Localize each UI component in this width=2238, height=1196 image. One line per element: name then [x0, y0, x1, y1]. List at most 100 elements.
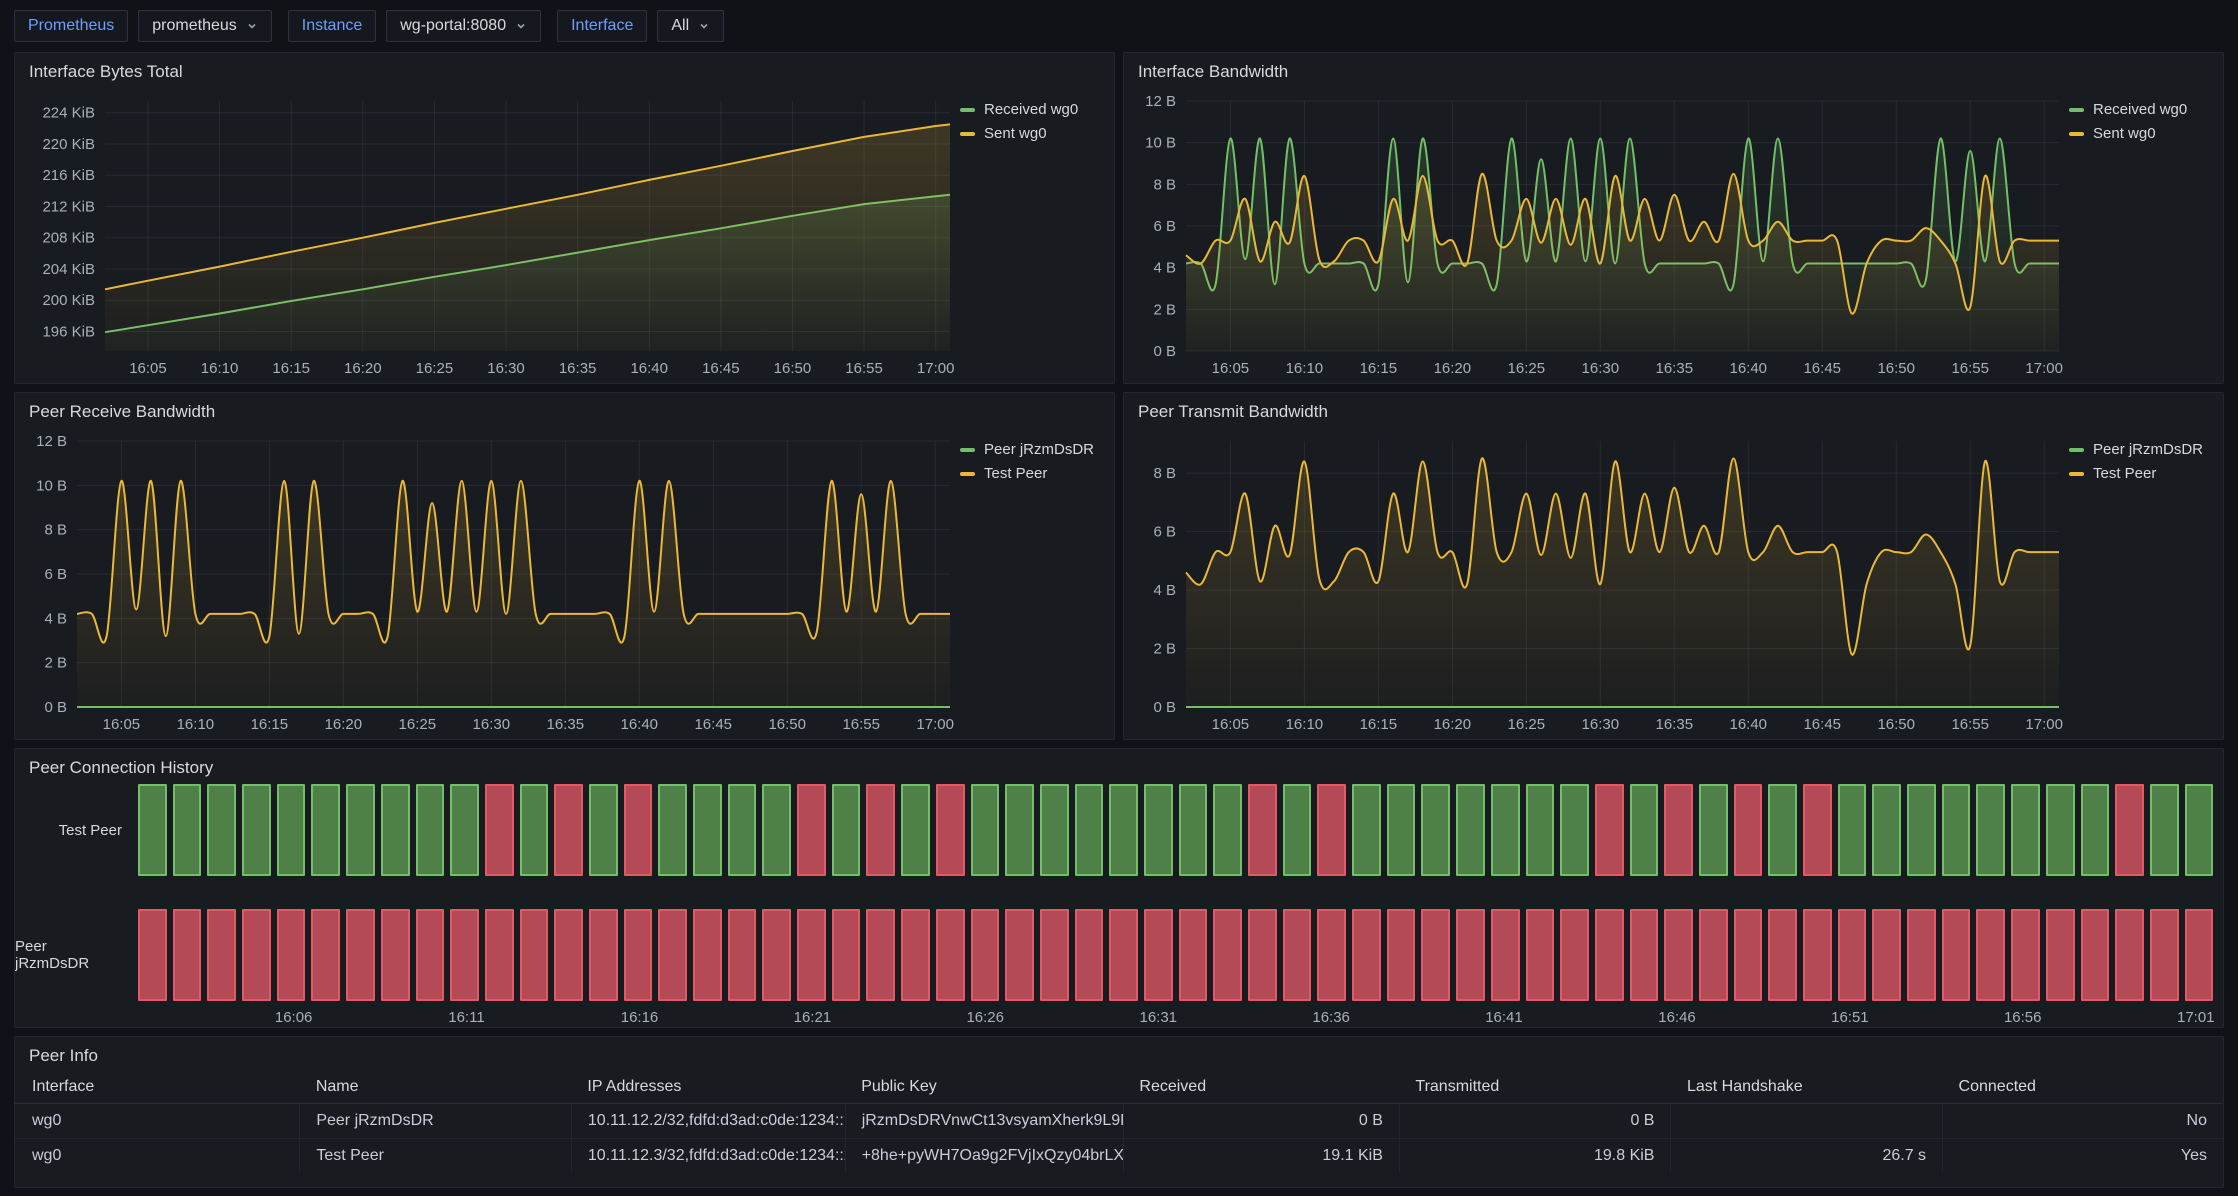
- legend-label: Sent wg0: [984, 125, 1047, 142]
- status-bar-disconnected: [276, 909, 306, 1001]
- x-tick-label: 16:55: [1951, 360, 1989, 377]
- status-bar-connected: [1456, 784, 1485, 876]
- column-header-interface[interactable]: Interface: [15, 1071, 300, 1104]
- panel-title[interactable]: Interface Bandwidth: [1138, 62, 1289, 81]
- status-bar-connected: [588, 784, 618, 876]
- status-bar-connected: [1109, 784, 1138, 876]
- column-header-received[interactable]: Received: [1123, 1071, 1400, 1104]
- x-tick-label: 16:46: [1658, 1009, 1696, 1026]
- status-bar-connected: [2045, 784, 2075, 876]
- status-bar-disconnected: [2115, 909, 2144, 1001]
- x-tick-label: 16:05: [129, 360, 167, 377]
- status-bar-disconnected: [1421, 909, 1451, 1001]
- chevron-down-icon: [698, 20, 710, 32]
- status-bar-connected: [1560, 784, 1589, 876]
- status-bar-disconnected: [1248, 909, 1277, 1001]
- variable-value: prometheus: [152, 17, 237, 34]
- x-tick-label: 16:51: [1831, 1009, 1869, 1026]
- x-tick-label: 16:15: [1360, 716, 1398, 733]
- chevron-down-icon: [515, 20, 527, 32]
- line-chart-canvas: 0 B 2 B 4 B 6 B 8 B 10 B 12 B 16:05 16:10 16:15 16…: [36, 433, 954, 733]
- variable-select-instance[interactable]: wg-portal:8080: [386, 10, 542, 42]
- x-tick-label: 16:40: [620, 716, 658, 733]
- status-bar-connected: [1039, 784, 1069, 876]
- status-bar-disconnected: [242, 909, 271, 1001]
- x-tick-label: 16:25: [399, 716, 437, 733]
- variable-group-prometheus: Prometheus prometheus: [14, 10, 272, 42]
- y-tick-label: 2 B: [1153, 301, 1176, 318]
- status-bar-connected: [1907, 784, 1936, 876]
- status-bar-connected: [1698, 784, 1728, 876]
- column-header-last-handshake[interactable]: Last Handshake: [1670, 1071, 1943, 1104]
- legend-color-mark: [960, 471, 975, 476]
- y-tick-label: 2 B: [1153, 641, 1176, 658]
- x-tick-label: 16:30: [487, 360, 525, 377]
- x-tick-label: 16:25: [1508, 716, 1546, 733]
- status-bar-disconnected: [1213, 909, 1242, 1001]
- x-tick-label: 16:45: [1803, 716, 1841, 733]
- timeseries-chart: 0 B 2 B 4 B 6 B 8 B 10 B 12 B 16:05 16:10 16:15 16…: [1124, 85, 2223, 383]
- dashboard-grid: Interface Bytes Total 196 KiB 200 KiB 204 …: [0, 52, 2238, 1196]
- variable-select-prometheus[interactable]: prometheus: [138, 10, 272, 42]
- panel-title[interactable]: Peer Receive Bandwidth: [29, 402, 216, 421]
- legend-item-peer-jrzmdsdr[interactable]: Peer jRzmDsDR: [960, 441, 1110, 458]
- status-bar-disconnected: [693, 909, 722, 1001]
- y-tick-label: 2 B: [44, 655, 67, 672]
- legend-item-sent-wg0[interactable]: Sent wg0: [960, 125, 1110, 142]
- legend-color-mark: [2069, 107, 2084, 112]
- x-tick-label: 16:56: [2003, 1009, 2042, 1026]
- status-bar-connected: [2080, 784, 2110, 876]
- legend-item-test-peer[interactable]: Test Peer: [2069, 465, 2219, 482]
- x-tick-label: 16:16: [620, 1009, 659, 1026]
- status-bar-disconnected: [1039, 909, 1069, 1001]
- status-bar-disconnected: [519, 909, 549, 1001]
- legend-label: Peer jRzmDsDR: [984, 441, 1095, 458]
- panel-title[interactable]: Peer Transmit Bandwidth: [1138, 402, 1328, 421]
- table-cell-transmitted: 0 B: [1398, 1103, 1671, 1139]
- status-bar-disconnected: [1664, 784, 1693, 876]
- status-bar-disconnected: [866, 784, 896, 876]
- status-bar-disconnected: [1733, 909, 1763, 1001]
- status-bar-connected: [138, 784, 167, 876]
- series-area: [1186, 458, 2059, 707]
- status-bar-disconnected: [1143, 909, 1173, 1001]
- panel-title[interactable]: Peer Connection History: [29, 758, 214, 777]
- status-bar-disconnected: [1109, 909, 1138, 1001]
- column-header-ip-addresses[interactable]: IP Addresses: [571, 1071, 846, 1104]
- y-tick-label: 10 B: [36, 477, 67, 494]
- series-area: [77, 480, 950, 707]
- status-bar-disconnected: [1976, 909, 2006, 1001]
- status-bar-disconnected: [797, 909, 826, 1001]
- status-bar-disconnected: [172, 909, 202, 1001]
- x-tick-label: 16:35: [547, 716, 585, 733]
- panel-title[interactable]: Peer Info: [29, 1046, 98, 1065]
- table-cell-received: 19.1 KiB: [1122, 1138, 1400, 1173]
- status-bar-disconnected: [450, 909, 479, 1001]
- status-bar-disconnected: [866, 909, 896, 1001]
- panel-title[interactable]: Interface Bytes Total: [29, 62, 183, 81]
- legend-item-received-wg0[interactable]: Received wg0: [960, 101, 1110, 118]
- status-bar-connected: [311, 784, 341, 876]
- x-tick-label: 16:30: [1582, 360, 1620, 377]
- x-tick-label: 16:20: [325, 716, 363, 733]
- status-bar-connected: [2149, 784, 2179, 876]
- x-tick-label: 16:10: [1286, 716, 1324, 733]
- table-cell-connected: No: [1942, 1103, 2223, 1139]
- column-header-transmitted[interactable]: Transmitted: [1399, 1071, 1671, 1104]
- variable-select-interface[interactable]: All: [657, 10, 725, 42]
- legend-item-received-wg0[interactable]: Received wg0: [2069, 101, 2219, 118]
- legend-label: Sent wg0: [2093, 125, 2156, 142]
- status-bar-disconnected: [415, 909, 445, 1001]
- legend-item-test-peer[interactable]: Test Peer: [960, 465, 1110, 482]
- y-tick-label: 216 KiB: [42, 167, 95, 184]
- x-tick-label: 16:05: [1212, 716, 1250, 733]
- column-header-public-key[interactable]: Public Key: [845, 1071, 1124, 1104]
- table-cell-last-handshake: 26.7 s: [1670, 1138, 1943, 1173]
- column-header-name[interactable]: Name: [299, 1071, 572, 1104]
- legend-item-peer-jrzmdsdr[interactable]: Peer jRzmDsDR: [2069, 441, 2219, 458]
- legend-item-sent-wg0[interactable]: Sent wg0: [2069, 125, 2219, 142]
- x-tick-label: 17:01: [2176, 1009, 2215, 1026]
- status-bar-disconnected: [1352, 909, 1381, 1001]
- column-header-connected[interactable]: Connected: [1942, 1071, 2223, 1104]
- x-tick-label: 16:15: [251, 716, 289, 733]
